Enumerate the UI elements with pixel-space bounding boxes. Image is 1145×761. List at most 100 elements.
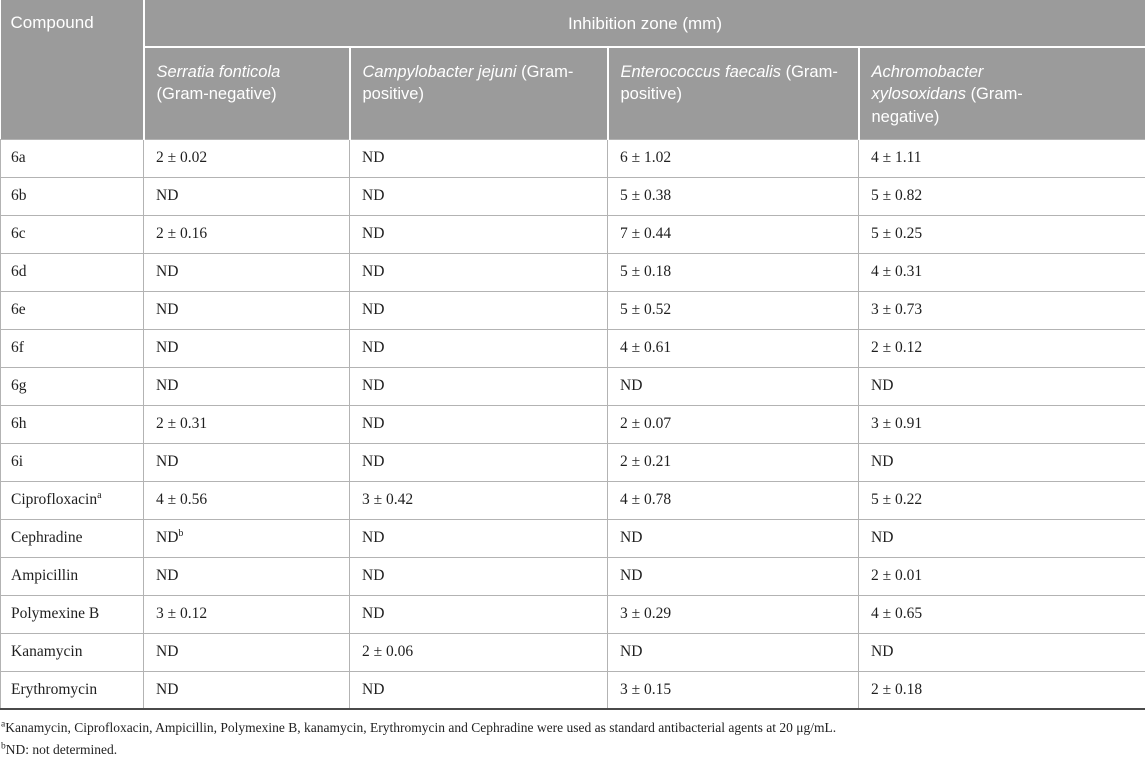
value-cell: ND <box>349 176 608 216</box>
gram-label: (Gram-negative) <box>156 85 277 104</box>
compound-cell: 6a <box>0 138 144 178</box>
value-cell: 5 ± 0.38 <box>607 176 859 216</box>
value-cell: ND <box>349 366 608 406</box>
value-cell: ND <box>349 252 608 292</box>
value-cell: 4 ± 0.56 <box>143 480 350 520</box>
value-cell: 3 ± 0.91 <box>857 404 1145 444</box>
value-cell: 3 ± 0.15 <box>607 670 859 710</box>
gram-label: (Gram-negative) <box>871 85 1023 126</box>
compound-cell: Cephradine <box>0 518 144 558</box>
footnote-marker-a: a <box>97 489 102 501</box>
value-cell: ND <box>143 366 350 406</box>
compound-column-header: Compound <box>0 0 145 139</box>
table-row: Kanamycin ND 2 ± 0.06 ND ND <box>0 632 1145 672</box>
value-cell: 2 ± 0.16 <box>143 214 350 254</box>
value-cell: ND <box>349 138 608 178</box>
footnote-a-text: Kanamycin, Ciprofloxacin, Ampicillin, Po… <box>5 720 837 735</box>
species-name: Campylobacter jejuni <box>362 63 517 81</box>
group-column-header: Inhibition zone (mm) <box>143 0 1145 48</box>
table-row: Ampicillin ND ND ND 2 ± 0.01 <box>0 556 1145 596</box>
value-cell: ND <box>349 442 608 482</box>
value-cell: 3 ± 0.42 <box>349 480 608 520</box>
table-body: 6a 2 ± 0.02 ND 6 ± 1.02 4 ± 1.11 6b ND N… <box>0 138 1145 710</box>
value-cell: 5 ± 0.52 <box>607 290 859 330</box>
table-row: Ciprofloxacina 4 ± 0.56 3 ± 0.42 4 ± 0.7… <box>0 480 1145 520</box>
value-cell: 5 ± 0.25 <box>857 214 1145 254</box>
compound-cell: 6h <box>0 404 144 444</box>
value-cell: 4 ± 1.11 <box>857 138 1145 178</box>
value-cell: ND <box>349 556 608 596</box>
value-cell: ND <box>349 404 608 444</box>
compound-cell: Polymexine B <box>0 594 144 634</box>
value-cell: ND <box>349 594 608 634</box>
value-cell: ND <box>857 366 1145 406</box>
value-cell: 4 ± 0.31 <box>857 252 1145 292</box>
table-row: Cephradine NDb ND ND ND <box>0 518 1145 558</box>
value-cell: 7 ± 0.44 <box>607 214 859 254</box>
compound-cell: 6e <box>0 290 144 330</box>
value-cell: 2 ± 0.31 <box>143 404 350 444</box>
compound-cell: Ampicillin <box>0 556 144 596</box>
value-cell: ND <box>857 442 1145 482</box>
footnote-b-text: ND: not determined. <box>5 741 118 757</box>
value-cell: ND <box>143 328 350 368</box>
value-cell: ND <box>349 518 608 558</box>
table-row: 6h 2 ± 0.31 ND 2 ± 0.07 3 ± 0.91 <box>0 404 1145 444</box>
value-cell: ND <box>857 632 1145 672</box>
gram-label: (Gram-positive) <box>362 63 574 104</box>
inhibition-zone-table: Compound Inhibition zone (mm) Serratia f… <box>0 0 1145 710</box>
species-name: Serratia fonticola <box>156 63 281 81</box>
value-cell: ND <box>143 556 350 596</box>
value-cell: ND <box>143 442 350 482</box>
compound-cell: 6f <box>0 328 144 368</box>
table-row: 6c 2 ± 0.16 ND 7 ± 0.44 5 ± 0.25 <box>0 214 1145 254</box>
column-header-serratia: Serratia fonticola (Gram-negative) <box>143 47 350 139</box>
species-name: Enterococcus faecalis <box>620 63 782 81</box>
species-name: Achromobacter xylosoxidans <box>871 63 984 104</box>
value-cell: 2 ± 0.12 <box>857 328 1145 368</box>
table-row: 6g ND ND ND ND <box>0 366 1145 406</box>
compound-cell: Ciprofloxacina <box>0 480 144 520</box>
value-cell: ND <box>607 366 859 406</box>
value-cell: 2 ± 0.07 <box>607 404 859 444</box>
table-row: Erythromycin ND ND 3 ± 0.15 2 ± 0.18 <box>0 670 1145 710</box>
compound-cell: Erythromycin <box>0 670 144 710</box>
table-row: 6f ND ND 4 ± 0.61 2 ± 0.12 <box>0 328 1145 368</box>
value-cell: 2 ± 0.18 <box>857 670 1145 710</box>
value-cell: ND <box>607 518 859 558</box>
value-cell: 5 ± 0.18 <box>607 252 859 292</box>
value-cell: ND <box>143 176 350 216</box>
value-cell: 3 ± 0.29 <box>607 594 859 634</box>
footnote-a: aKanamycin, Ciprofloxacin, Ampicillin, P… <box>1 717 1143 739</box>
value-cell: ND <box>143 632 350 672</box>
footnote-marker-b: b <box>178 527 184 539</box>
value-cell: ND <box>349 328 608 368</box>
value-cell: 3 ± 0.73 <box>857 290 1145 330</box>
footnote-a-marker: a <box>1 719 6 730</box>
value-cell: ND <box>349 214 608 254</box>
value-cell: ND <box>607 632 859 672</box>
value-cell: ND <box>857 518 1145 558</box>
value-cell: 2 ± 0.02 <box>143 138 350 178</box>
compound-cell: 6b <box>0 176 144 216</box>
table-row: 6d ND ND 5 ± 0.18 4 ± 0.31 <box>0 252 1145 292</box>
compound-cell: 6i <box>0 442 144 482</box>
value-cell: 2 ± 0.21 <box>607 442 859 482</box>
column-header-enterococcus: Enterococcus faecalis (Gram-positive) <box>606 47 859 139</box>
table-row: 6i ND ND 2 ± 0.21 ND <box>0 442 1145 482</box>
compound-cell: 6g <box>0 366 144 406</box>
value-cell: 4 ± 0.78 <box>607 480 859 520</box>
footnote-b: bND: not determined. <box>1 739 1143 761</box>
value-cell: ND <box>607 556 859 596</box>
value-cell: ND <box>143 670 350 710</box>
column-header-achromobacter: Achromobacter xylosoxidans (Gram-negativ… <box>857 47 1145 139</box>
compound-cell: 6c <box>0 214 144 254</box>
value-cell: 4 ± 0.65 <box>857 594 1145 634</box>
value-cell: ND <box>143 290 350 330</box>
value-cell: ND <box>349 290 608 330</box>
table-row: 6b ND ND 5 ± 0.38 5 ± 0.82 <box>0 176 1145 216</box>
value-cell: 2 ± 0.06 <box>349 632 608 672</box>
table-row: 6e ND ND 5 ± 0.52 3 ± 0.73 <box>0 290 1145 330</box>
compound-cell: 6d <box>0 252 144 292</box>
compound-cell: Kanamycin <box>0 632 144 672</box>
